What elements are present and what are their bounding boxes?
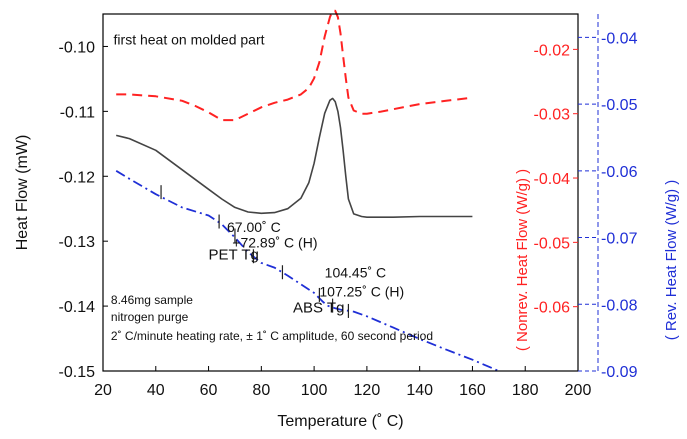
y-axis-label: Heat Flow (mW)	[14, 135, 31, 251]
x-tick-label: 80	[252, 382, 270, 399]
x-tick-label: 20	[94, 382, 112, 399]
annotation-layer: first heat on molded part 67.00˚ C+72.89˚…	[111, 32, 433, 343]
y2-axis-label-suffix: )	[514, 169, 531, 178]
annotation-label: PET Tg	[209, 246, 259, 263]
y3-tick-label: -0.06	[601, 164, 638, 181]
rev-heat-flow-line	[115, 170, 500, 372]
x-tick-label: 200	[565, 382, 592, 399]
annotation-label: nitrogen purge	[111, 310, 189, 324]
y-tick-label: -0.11	[60, 104, 95, 121]
y-tick-label: -0.13	[59, 234, 96, 251]
y3-axis-label: ( Rev. Heat Flow (W/g) )	[663, 180, 680, 341]
annotation-label: ABS Tg	[293, 300, 344, 317]
y-tick-label: -0.14	[59, 299, 96, 316]
series-layer	[115, 9, 500, 372]
y2-tick-label: -0.04	[534, 171, 571, 188]
y3-tick-label: -0.05	[601, 97, 638, 114]
y3-tick-label: -0.09	[601, 364, 638, 381]
x-tick-label: 40	[147, 382, 165, 399]
y3-tick-label: -0.04	[601, 30, 638, 47]
y2-axis-label-prefix: (	[514, 342, 531, 351]
axes-layer: 20 40 60 80 100 120 140 160 180 200 -0.10 -0.11 -0.1…	[14, 13, 680, 430]
y-tick-label: -0.12	[59, 169, 96, 186]
y3-axis-label-suffix: )	[663, 180, 680, 189]
y2-tick-label: -0.05	[534, 235, 571, 252]
y3-tick-label: -0.08	[601, 297, 638, 314]
heat-flow-line	[116, 97, 473, 218]
x-tick-label: 60	[200, 382, 218, 399]
annotation-label: first heat on molded part	[114, 32, 265, 48]
y-tick-label: -0.10	[59, 39, 96, 56]
marker-layer	[160, 185, 350, 318]
y2-tick-label: -0.03	[534, 107, 571, 124]
x-tick-label: 120	[354, 382, 381, 399]
annotation-label: 2˚ C/minute heating rate, ± 1˚ C amplitu…	[111, 329, 433, 343]
y-tick-label: -0.15	[59, 364, 96, 381]
y3-tick-label: -0.07	[601, 231, 638, 248]
annotation-label: 107.25˚ C (H)	[319, 283, 404, 299]
y2-tick-label: -0.06	[534, 300, 571, 317]
x-tick-label: 140	[406, 382, 433, 399]
x-tick-label: 160	[459, 382, 486, 399]
x-tick-label: 100	[301, 382, 328, 399]
annotation-label: 67.00˚ C	[227, 219, 281, 235]
y2-axis-label: ( Nonrev. Heat Flow (W/g) )	[514, 169, 531, 351]
plot-frame	[102, 13, 579, 372]
y2-tick-label: -0.02	[534, 42, 571, 59]
x-axis-label: Temperature (˚ C)	[277, 413, 403, 430]
annotation-label: +72.89˚ C (H)	[232, 235, 317, 251]
nonrev-heat-flow-line	[116, 9, 473, 122]
y3-axis-label-prefix: (	[663, 331, 680, 340]
y2-axis-label-text: Nonrev. Heat Flow (W/g)	[514, 178, 531, 342]
annotation-label: 8.46mg sample	[111, 293, 193, 307]
annotation-label: 104.45˚ C	[325, 265, 386, 281]
x-tick-label: 180	[512, 382, 539, 399]
y3-axis-label-text: Rev. Heat Flow (W/g)	[663, 189, 680, 331]
